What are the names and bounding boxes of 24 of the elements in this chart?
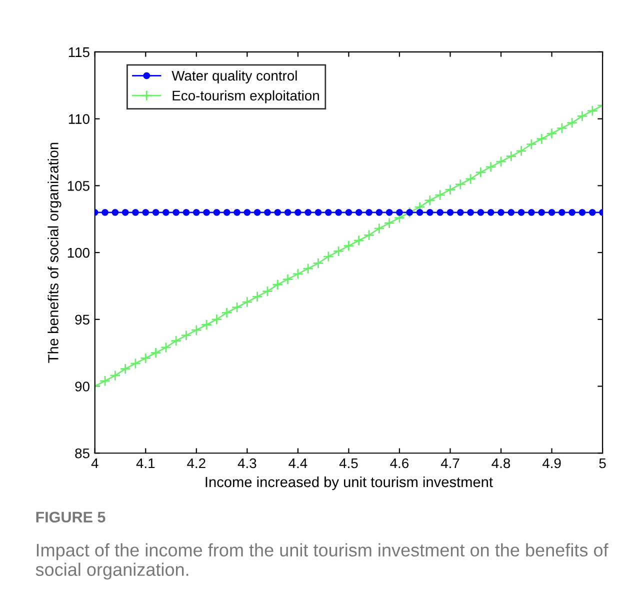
x-tick-label: 4.9 — [542, 458, 561, 468]
y-tick-label: 85 — [75, 448, 90, 458]
y-tick-label: 110 — [68, 114, 90, 124]
y-tick-label: 95 — [75, 314, 90, 325]
x-tick-label: 4.5 — [339, 458, 358, 468]
x-tick-label: 4.8 — [492, 458, 510, 468]
x-tick-label: 4.3 — [238, 458, 256, 468]
y-tick-label: 90 — [75, 382, 90, 392]
y-axis-title: The benefits of social organization — [48, 142, 62, 363]
x-tick-label: 4.6 — [390, 458, 409, 468]
y-tick-label: 115 — [68, 47, 90, 58]
x-tick-label: 5 — [599, 458, 606, 468]
legend-label: Water quality control — [172, 70, 297, 84]
x-axis-title: Income increased by unit tourism investment — [206, 476, 493, 490]
x-tick-label: 4.7 — [440, 458, 460, 468]
x-tick-label: 4.4 — [288, 458, 308, 468]
text: Impact of the income from the unit tourism investment on the benefits of social organization. — [36, 543, 608, 580]
legend-label: Eco-tourism exploitation — [172, 90, 319, 104]
x-tick-label: 4 — [91, 458, 98, 468]
caption: FIGURE 5 — [36, 512, 106, 523]
y-tick-label: 100 — [68, 248, 90, 258]
x-tick-label: 4.1 — [136, 458, 155, 468]
x-tick-label: 4.2 — [187, 458, 206, 468]
y-tick-label: 105 — [68, 181, 90, 191]
